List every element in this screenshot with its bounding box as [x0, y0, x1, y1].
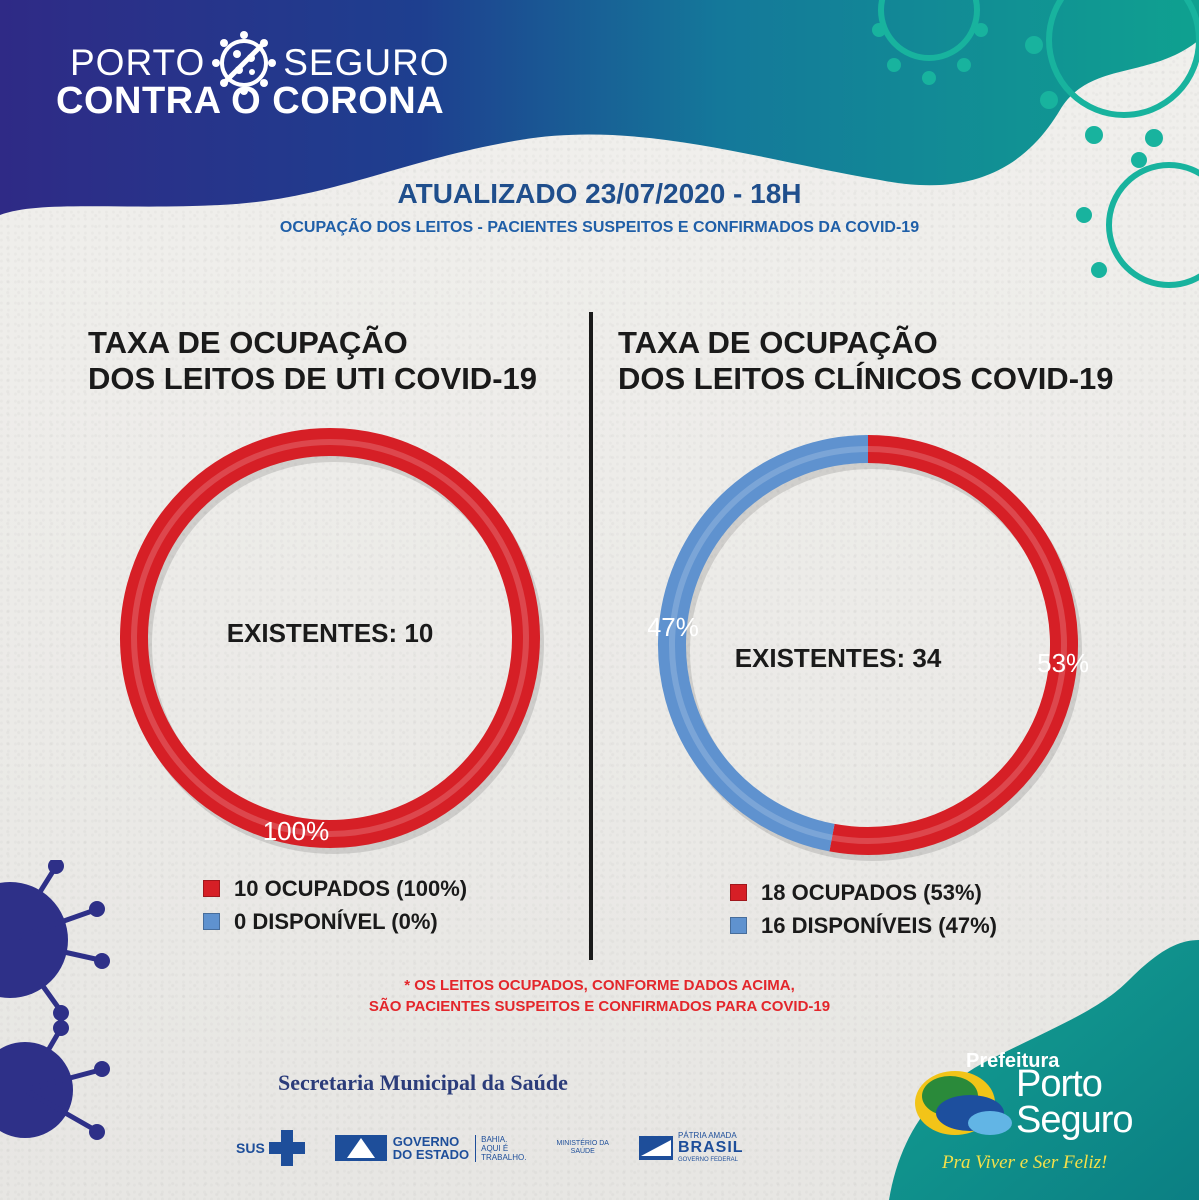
legend-item-available: 0 DISPONÍVEL (0%)	[203, 905, 467, 938]
footnote: * OS LEITOS OCUPADOS, CONFORME DADOS ACI…	[0, 975, 1199, 1017]
porto-seguro-wordmark: Porto Seguro	[1016, 1063, 1134, 1141]
legend-label: 0 DISPONÍVEL (0%)	[234, 908, 438, 934]
triangle-flag-icon	[334, 1135, 387, 1161]
gov-line1: GOVERNO	[392, 1134, 460, 1149]
panel-divider	[589, 312, 593, 960]
footnote-line2: SÃO PACIENTES SUSPEITOS E CONFIRMADOS PA…	[368, 998, 831, 1015]
uti-title-line1: TAXA DE OCUPAÇÃO	[88, 325, 408, 360]
donut-slice	[658, 435, 869, 852]
legend-item-occupied: 18 OCUPADOS (53%)	[730, 876, 997, 909]
clinical-panel-title: TAXA DE OCUPAÇÃO DOS LEITOS CLÍNICOS COV…	[618, 325, 1114, 397]
ministerio-saude-logo: MINISTÉRIO DA SAÚDE	[556, 1140, 609, 1156]
brasil-main: BRASIL	[677, 1139, 744, 1156]
gov-line2: DO ESTADO	[392, 1147, 470, 1162]
uti-panel-title: TAXA DE OCUPAÇÃO DOS LEITOS DE UTI COVID…	[88, 325, 537, 397]
sus-text: SUS	[236, 1140, 265, 1156]
governo-federal-logo: PÁTRIA AMADA BRASIL GOVERNO FEDERAL	[638, 1131, 744, 1165]
brasil-top: PÁTRIA AMADA	[677, 1131, 737, 1140]
brasil-flag-icon	[638, 1136, 673, 1160]
clinical-title-line2: DOS LEITOS CLÍNICOS COVID-19	[618, 361, 1114, 396]
clinical-donut-chart: 53% 47%	[648, 435, 1088, 861]
legend-item-occupied: 10 OCUPADOS (100%)	[203, 872, 467, 905]
legend-swatch-occupied	[203, 880, 220, 897]
ministerio-line1: MINISTÉRIO DA	[556, 1140, 609, 1147]
uti-legend: 10 OCUPADOS (100%) 0 DISPONÍVEL (0%)	[203, 872, 467, 938]
footnote-line1: * OS LEITOS OCUPADOS, CONFORME DADOS ACI…	[404, 977, 795, 994]
slogan: Pra Viver e Ser Feliz!	[942, 1152, 1108, 1173]
prefeitura-logo-mark	[915, 1071, 1012, 1135]
sus-logo: SUS	[236, 1130, 305, 1166]
update-title: ATUALIZADO 23/07/2020 - 18H	[397, 178, 802, 209]
seguro-word: Seguro	[1016, 1099, 1134, 1141]
legend-label: 10 OCUPADOS (100%)	[234, 875, 468, 901]
gov-small2: AQUI É	[481, 1143, 509, 1153]
uti-center-label: EXISTENTES: 10	[226, 618, 434, 648]
donut-slice-highlight	[831, 446, 1067, 844]
brasil-bottom: GOVERNO FEDERAL	[677, 1157, 738, 1163]
legend-swatch-available	[730, 917, 747, 934]
uti-donut-chart: 100%	[120, 428, 544, 854]
prefeitura-label: Prefeitura	[966, 1050, 1060, 1072]
brand-title-bottom: CONTRA O CORONA	[56, 80, 445, 122]
virus-decoration-bottom-left	[0, 860, 110, 1140]
legend-swatch-occupied	[730, 884, 747, 901]
legend-item-available: 16 DISPONÍVEIS (47%)	[730, 909, 997, 942]
plus-cross-icon	[268, 1130, 305, 1166]
porto-word: Porto	[1016, 1063, 1103, 1105]
virus-icon	[212, 31, 277, 95]
donut-percent-label: 100%	[263, 816, 330, 846]
donut-slice	[829, 435, 1078, 855]
partner-logos: SUS GOVERNO DO ESTADO BAHIA. AQUI É TRAB…	[236, 1126, 744, 1170]
legend-swatch-available	[203, 913, 220, 930]
header-wave	[0, 0, 1199, 215]
footer-wave	[889, 940, 1199, 1200]
clinical-center-label: EXISTENTES: 34	[734, 643, 942, 673]
secretaria-label: Secretaria Municipal da Saúde	[278, 1070, 568, 1095]
brand-porto: PORTO	[70, 42, 206, 83]
brand-title-top: PORTO SEGURO	[70, 30, 450, 96]
ministerio-line2: SAÚDE	[570, 1148, 595, 1155]
update-subtitle: OCUPAÇÃO DOS LEITOS - PACIENTES SUSPEITO…	[279, 219, 920, 236]
donut-slice-highlight	[669, 446, 869, 841]
legend-label: 18 OCUPADOS (53%)	[761, 879, 982, 905]
donut-slice-highlight	[131, 439, 529, 837]
clinical-title-line1: TAXA DE OCUPAÇÃO	[618, 325, 938, 360]
virus-decoration-top-right	[872, 0, 1199, 288]
donut-percent-label: 53%	[1037, 648, 1088, 678]
donut-percent-label: 47%	[648, 612, 699, 642]
clinical-legend: 18 OCUPADOS (53%) 16 DISPONÍVEIS (47%)	[730, 876, 997, 942]
brand-seguro: SEGURO	[283, 42, 450, 83]
uti-title-line2: DOS LEITOS DE UTI COVID-19	[88, 361, 538, 396]
donut-slice	[120, 428, 540, 848]
governo-bahia-logo: GOVERNO DO ESTADO BAHIA. AQUI É TRABALHO…	[334, 1134, 527, 1162]
legend-label: 16 DISPONÍVEIS (47%)	[761, 912, 997, 938]
gov-small3: TRABALHO.	[481, 1152, 527, 1162]
gov-small1: BAHIA.	[481, 1134, 508, 1144]
